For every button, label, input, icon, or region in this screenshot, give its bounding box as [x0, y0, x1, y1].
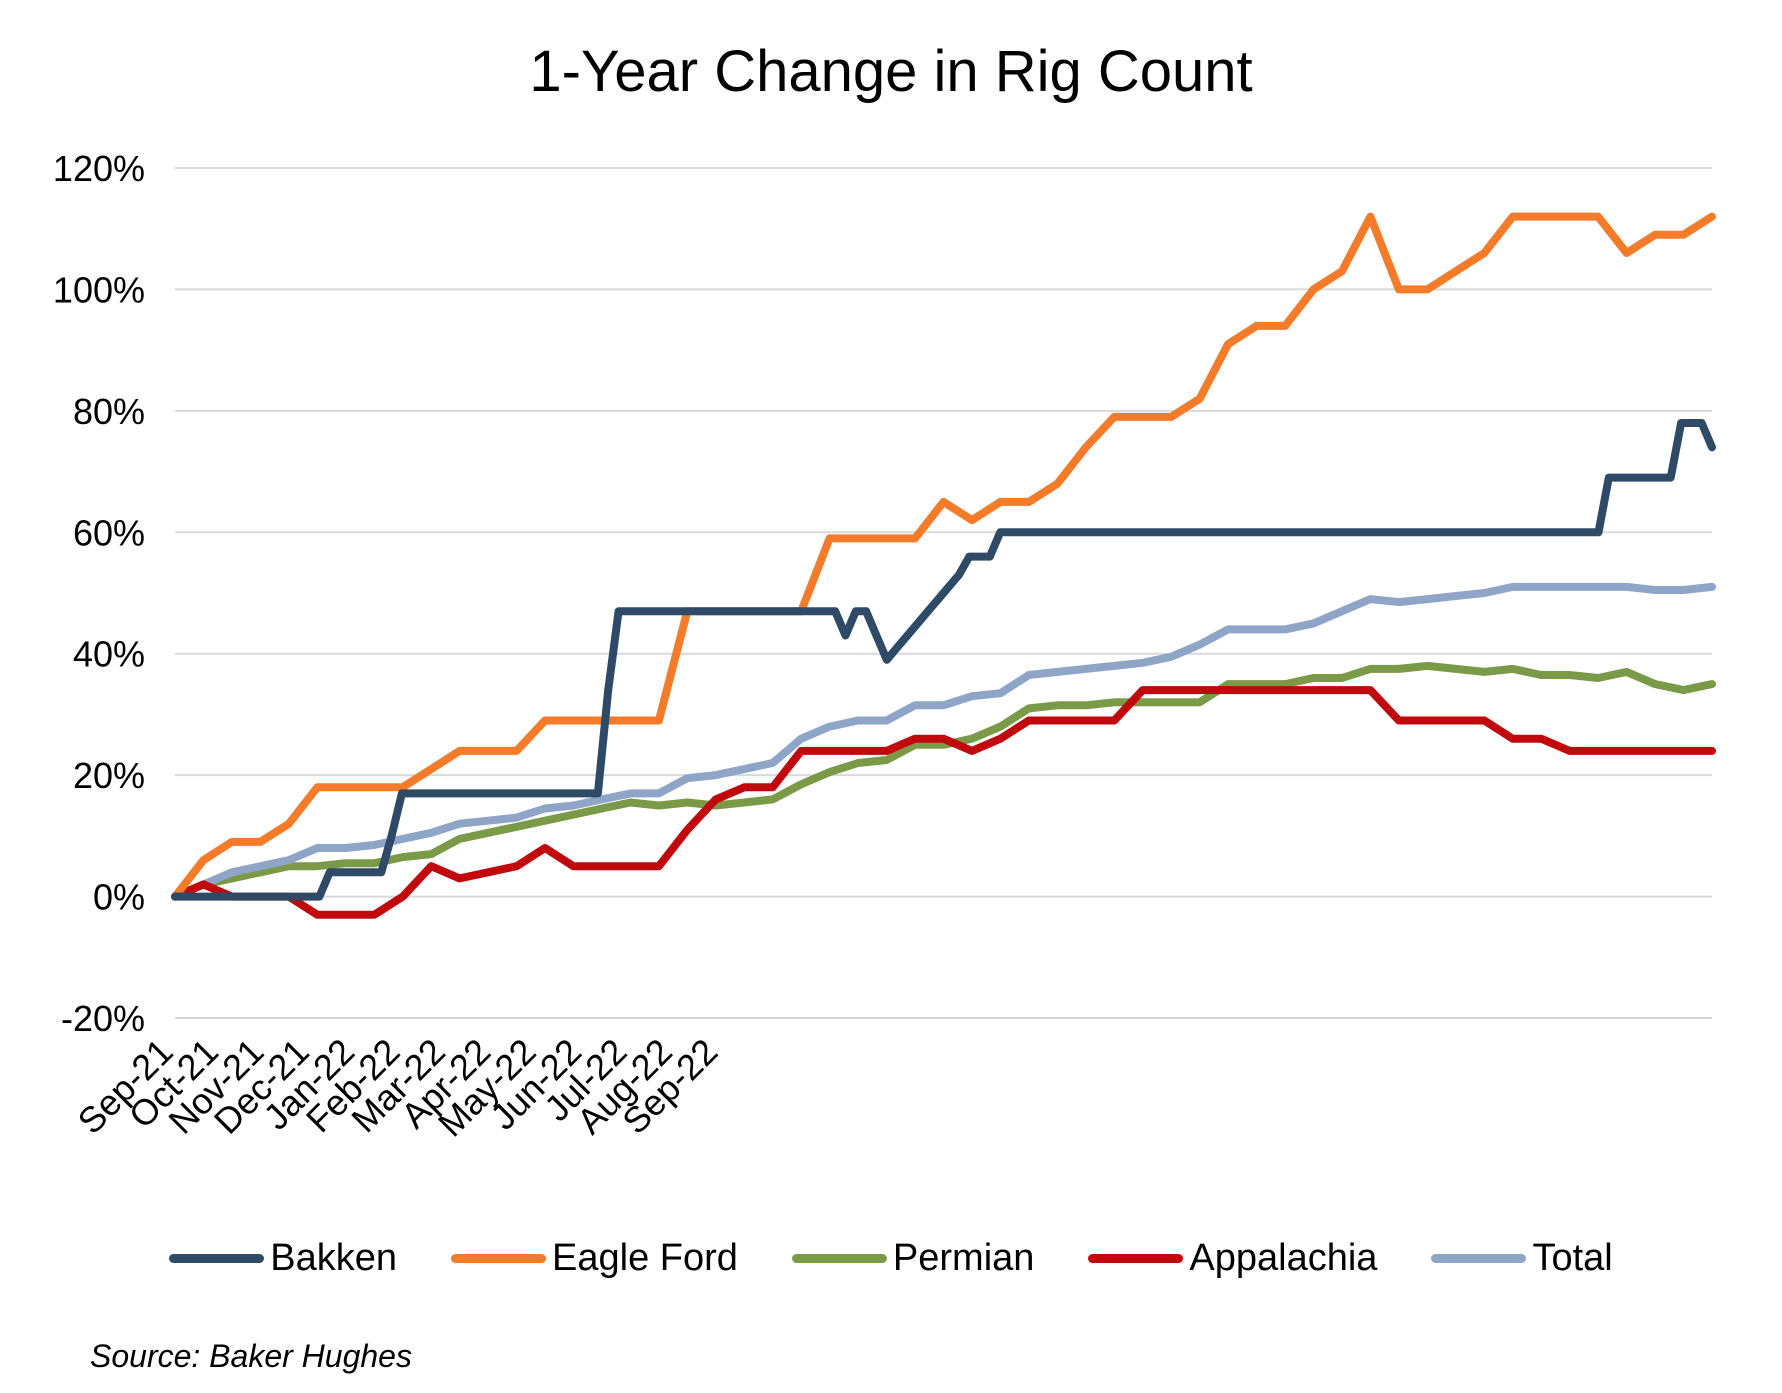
legend-swatch-total	[1431, 1253, 1527, 1263]
x-axis-tick-labels: Sep-21Oct-21Nov-21Dec-21Jan-22Feb-22Mar-…	[70, 1031, 726, 1145]
legend-swatch-bakken	[169, 1253, 265, 1263]
gridlines	[175, 167, 1712, 1019]
legend-item-permian: Permian	[791, 1236, 1035, 1280]
y-tick-label: 60%	[73, 512, 145, 553]
y-tick-label: 20%	[73, 755, 145, 796]
y-axis-tick-labels: -20% 0% 20% 40% 60% 80% 100% 120%	[53, 148, 145, 1039]
series-line-eagle-ford	[171, 212, 1716, 901]
series-line-total	[171, 582, 1716, 901]
series-line-bakken	[171, 419, 1716, 901]
legend-swatch-permian	[791, 1253, 887, 1263]
y-tick-label: 80%	[73, 391, 145, 432]
series-line-permian	[171, 661, 1716, 901]
legend-label-eagle-ford: Eagle Ford	[552, 1236, 738, 1279]
legend-item-total: Total	[1431, 1236, 1613, 1280]
legend-label-bakken: Bakken	[270, 1236, 398, 1279]
legend: Bakken Eagle Ford Permian Appalachia Tot…	[0, 1228, 1782, 1288]
legend-item-eagle-ford: Eagle Ford	[451, 1237, 738, 1280]
legend-label-appalachia: Appalachia	[1189, 1236, 1378, 1279]
legend-swatch-appalachia	[1088, 1253, 1184, 1263]
series-lines	[171, 212, 1716, 919]
chart-title: 1-Year Change in Rig Count	[529, 39, 1253, 104]
legend-label-permian: Permian	[892, 1236, 1035, 1279]
y-tick-label: 100%	[53, 269, 145, 310]
legend-item-appalachia: Appalachia	[1088, 1237, 1377, 1280]
legend-item-bakken: Bakken	[169, 1237, 397, 1280]
legend-label-total: Total	[1532, 1236, 1613, 1279]
series-line-appalachia	[171, 686, 1716, 919]
y-tick-label: 120%	[53, 148, 145, 189]
y-tick-label: 0%	[93, 877, 145, 918]
source-note: Source: Baker Hughes	[90, 1338, 412, 1374]
y-tick-label: 40%	[73, 634, 145, 675]
y-tick-label: -20%	[61, 998, 145, 1039]
legend-swatch-eagle-ford	[451, 1253, 547, 1263]
